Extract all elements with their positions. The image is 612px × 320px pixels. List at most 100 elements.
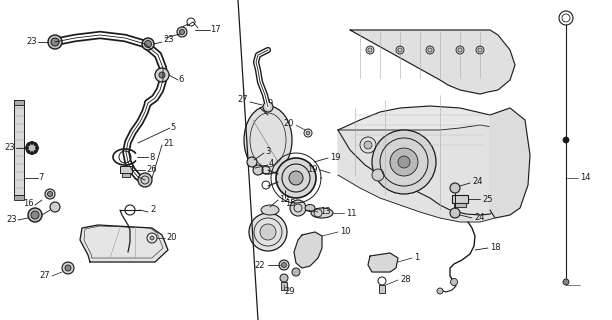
Text: 15: 15 — [285, 198, 296, 207]
Circle shape — [364, 141, 372, 149]
Circle shape — [372, 130, 436, 194]
Circle shape — [26, 142, 38, 154]
Ellipse shape — [244, 106, 292, 174]
Circle shape — [62, 262, 74, 274]
Text: 19: 19 — [307, 165, 318, 174]
Circle shape — [31, 211, 39, 219]
Circle shape — [280, 274, 288, 282]
Polygon shape — [338, 125, 520, 222]
Circle shape — [563, 137, 569, 143]
Circle shape — [155, 68, 169, 82]
Bar — [14, 100, 24, 195]
Text: 14: 14 — [580, 173, 591, 182]
Text: 1: 1 — [414, 252, 419, 261]
Polygon shape — [350, 30, 515, 94]
Circle shape — [253, 165, 263, 175]
Circle shape — [450, 278, 458, 285]
Text: 12: 12 — [279, 195, 289, 204]
Bar — [454, 203, 466, 207]
Text: 9: 9 — [268, 100, 273, 108]
Text: 8: 8 — [149, 153, 154, 162]
Circle shape — [50, 202, 60, 212]
Circle shape — [290, 200, 306, 216]
Circle shape — [179, 29, 184, 35]
Circle shape — [247, 157, 257, 167]
Circle shape — [289, 171, 303, 185]
Circle shape — [34, 143, 37, 146]
Circle shape — [65, 265, 71, 271]
Circle shape — [279, 260, 289, 270]
Circle shape — [450, 183, 460, 193]
Circle shape — [456, 46, 464, 54]
Text: 13: 13 — [320, 207, 330, 217]
Text: 20: 20 — [283, 118, 294, 127]
Circle shape — [144, 41, 152, 47]
Text: 27: 27 — [237, 95, 248, 105]
Circle shape — [306, 131, 310, 135]
Circle shape — [48, 191, 53, 196]
Bar — [14, 195, 24, 200]
Circle shape — [177, 27, 187, 37]
Circle shape — [31, 141, 34, 145]
Circle shape — [31, 151, 34, 155]
Circle shape — [48, 35, 62, 49]
Polygon shape — [368, 253, 398, 272]
Circle shape — [27, 143, 30, 146]
Ellipse shape — [305, 204, 315, 212]
Circle shape — [398, 156, 410, 168]
Bar — [281, 282, 287, 290]
Circle shape — [390, 148, 418, 176]
Ellipse shape — [311, 208, 333, 218]
Circle shape — [282, 262, 286, 268]
Text: 7: 7 — [38, 173, 43, 182]
Text: 10: 10 — [340, 227, 351, 236]
Circle shape — [28, 208, 42, 222]
Circle shape — [476, 46, 484, 54]
Polygon shape — [490, 108, 530, 218]
Text: 17: 17 — [210, 26, 220, 35]
Circle shape — [366, 46, 374, 54]
Circle shape — [396, 46, 404, 54]
Text: 6: 6 — [178, 76, 184, 84]
Text: 19: 19 — [330, 153, 340, 162]
Text: 24: 24 — [474, 213, 485, 222]
Circle shape — [426, 46, 434, 54]
Circle shape — [450, 208, 460, 218]
Bar — [14, 100, 24, 105]
Circle shape — [150, 236, 154, 240]
Circle shape — [45, 189, 55, 199]
Text: 23: 23 — [163, 36, 174, 44]
Text: 18: 18 — [490, 243, 501, 252]
Text: 16: 16 — [23, 199, 34, 209]
Circle shape — [563, 279, 569, 285]
Text: 26: 26 — [146, 165, 157, 174]
Circle shape — [372, 169, 384, 181]
Circle shape — [35, 147, 39, 149]
Bar — [122, 173, 130, 177]
Bar — [452, 195, 468, 203]
Bar — [379, 285, 385, 293]
Text: 27: 27 — [39, 271, 50, 281]
Text: 25: 25 — [482, 195, 493, 204]
Circle shape — [138, 173, 152, 187]
Text: 23: 23 — [26, 37, 37, 46]
Circle shape — [27, 150, 30, 153]
Circle shape — [292, 268, 300, 276]
Text: 5: 5 — [170, 124, 175, 132]
Circle shape — [276, 158, 316, 198]
Polygon shape — [294, 232, 322, 268]
Circle shape — [159, 72, 165, 78]
Text: 11: 11 — [346, 209, 357, 218]
Text: 2: 2 — [150, 205, 155, 214]
Polygon shape — [338, 106, 525, 215]
Ellipse shape — [261, 205, 279, 215]
Polygon shape — [80, 225, 168, 262]
Text: 23: 23 — [4, 143, 15, 153]
Text: 21: 21 — [163, 139, 173, 148]
Bar — [120, 166, 132, 173]
Text: 3: 3 — [265, 147, 271, 156]
Text: 23: 23 — [6, 215, 17, 225]
Text: 29: 29 — [284, 287, 294, 297]
Ellipse shape — [260, 224, 276, 240]
Ellipse shape — [249, 213, 287, 251]
